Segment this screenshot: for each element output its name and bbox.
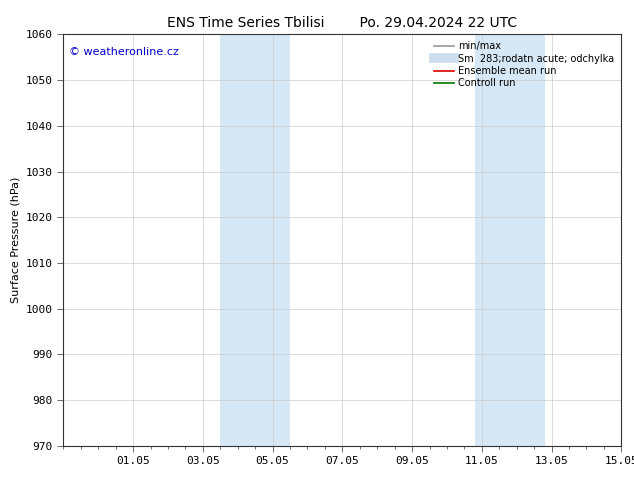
Title: ENS Time Series Tbilisi        Po. 29.04.2024 22 UTC: ENS Time Series Tbilisi Po. 29.04.2024 2… bbox=[167, 16, 517, 30]
Text: © weatheronline.cz: © weatheronline.cz bbox=[69, 47, 179, 57]
Bar bbox=[221, 34, 255, 446]
Y-axis label: Surface Pressure (hPa): Surface Pressure (hPa) bbox=[10, 177, 20, 303]
Legend: min/max, Sm  283;rodatn acute; odchylka, Ensemble mean run, Controll run: min/max, Sm 283;rodatn acute; odchylka, … bbox=[432, 39, 616, 90]
Bar bbox=[255, 34, 290, 446]
Bar bbox=[475, 34, 510, 446]
Bar bbox=[510, 34, 545, 446]
